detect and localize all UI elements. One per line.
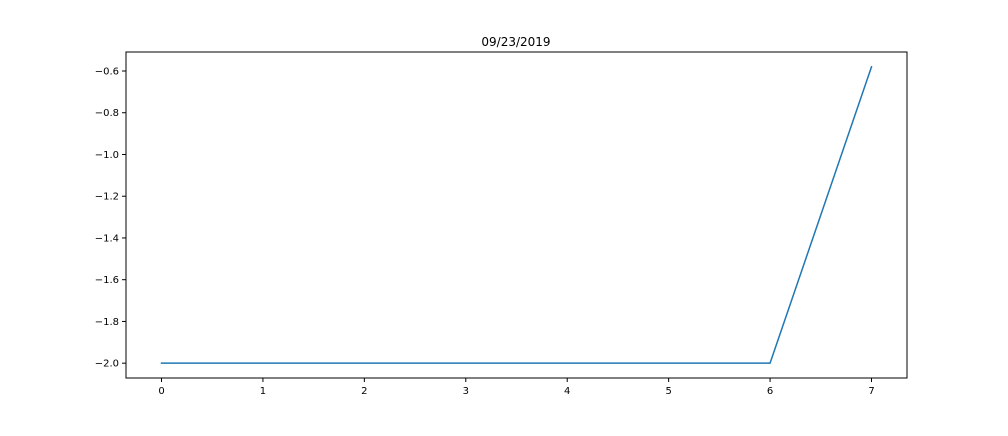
y-tick-label: −1.0: [95, 150, 119, 161]
y-tick-label: −0.8: [95, 108, 119, 119]
y-axis: −2.0 −1.8 −1.6 −1.4 −1.2 −1.0 −0.8 −0.6: [95, 66, 126, 370]
y-tick-label: −2.0: [95, 359, 119, 370]
x-tick-label: 0: [158, 386, 164, 397]
x-tick-label: 5: [665, 386, 671, 397]
x-tick-label: 1: [260, 386, 266, 397]
y-tick-label: −0.6: [95, 66, 119, 77]
series-layer: [160, 65, 873, 364]
x-tick-label: 7: [868, 386, 874, 397]
x-tick-label: 6: [767, 386, 773, 397]
series-line: [160, 65, 873, 364]
x-tick-label: 4: [564, 386, 570, 397]
y-tick-label: −1.6: [95, 275, 119, 286]
plot-area: [125, 51, 908, 379]
x-axis: 0 1 2 3 4 5 6 7: [158, 378, 875, 397]
x-tick-label: 3: [463, 386, 469, 397]
x-tick-label: 2: [361, 386, 367, 397]
y-tick-label: −1.4: [95, 233, 119, 244]
y-tick-label: −1.8: [95, 317, 119, 328]
chart-title: 09/23/2019: [481, 35, 550, 49]
y-tick-label: −1.2: [95, 192, 119, 203]
